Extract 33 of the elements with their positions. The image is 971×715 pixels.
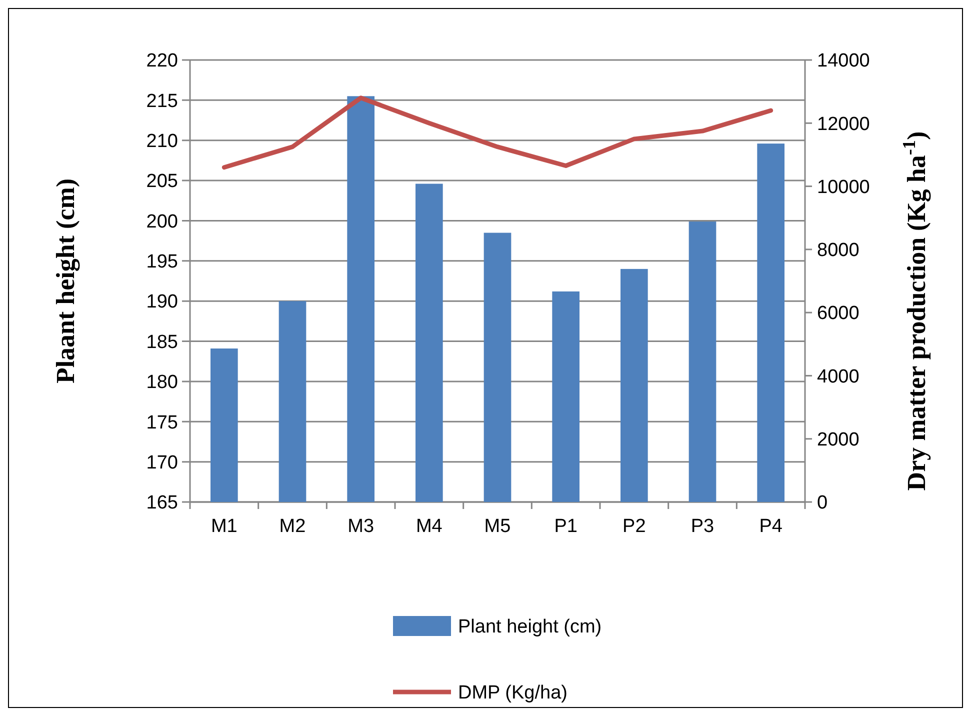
y-tick-label: 165 [146, 492, 178, 514]
x-tick-label: M1 [210, 516, 238, 537]
y-tick-label: 190 [146, 292, 178, 313]
x-tick-label: P2 [622, 516, 646, 537]
x-tick-label: M2 [279, 516, 306, 537]
y-tick-label: 205 [146, 171, 178, 192]
x-tick-label: P1 [554, 516, 578, 537]
y-tick-label: 170 [146, 452, 178, 474]
y2-tick-label: 0 [817, 492, 828, 514]
y2-tick-label: 14000 [817, 50, 870, 72]
y-tick-label: 195 [146, 252, 178, 273]
y-tick-label: 210 [146, 131, 178, 152]
x-tick-label: M3 [348, 516, 374, 537]
y2-tick-label: 12000 [817, 114, 870, 135]
legend-label: DMP (Kg/ha) [458, 682, 568, 704]
line-series [222, 96, 774, 170]
y2-tick-label: 6000 [817, 303, 860, 324]
legend-label: Plant height (cm) [458, 616, 602, 638]
y2-tick-label: 2000 [817, 430, 860, 451]
x-tick-label: M4 [416, 516, 443, 537]
x-tick-label: P4 [759, 516, 783, 537]
y-tick-label: 200 [146, 211, 178, 232]
y-axis-title: Plaant height (cm) [51, 178, 80, 384]
y-tick-label: 175 [146, 412, 178, 434]
y2-tick-label: 8000 [817, 240, 860, 262]
y2-tick-label: 4000 [817, 366, 860, 388]
x-tick-label: M5 [484, 516, 511, 537]
y-tick-label: 215 [146, 90, 178, 112]
y-tick-label: 220 [146, 50, 178, 72]
y-tick-label: 185 [146, 332, 178, 353]
y2-tick-label: 10000 [817, 176, 870, 198]
y-tick-label: 180 [146, 372, 178, 394]
x-tick-label: P3 [690, 516, 714, 537]
